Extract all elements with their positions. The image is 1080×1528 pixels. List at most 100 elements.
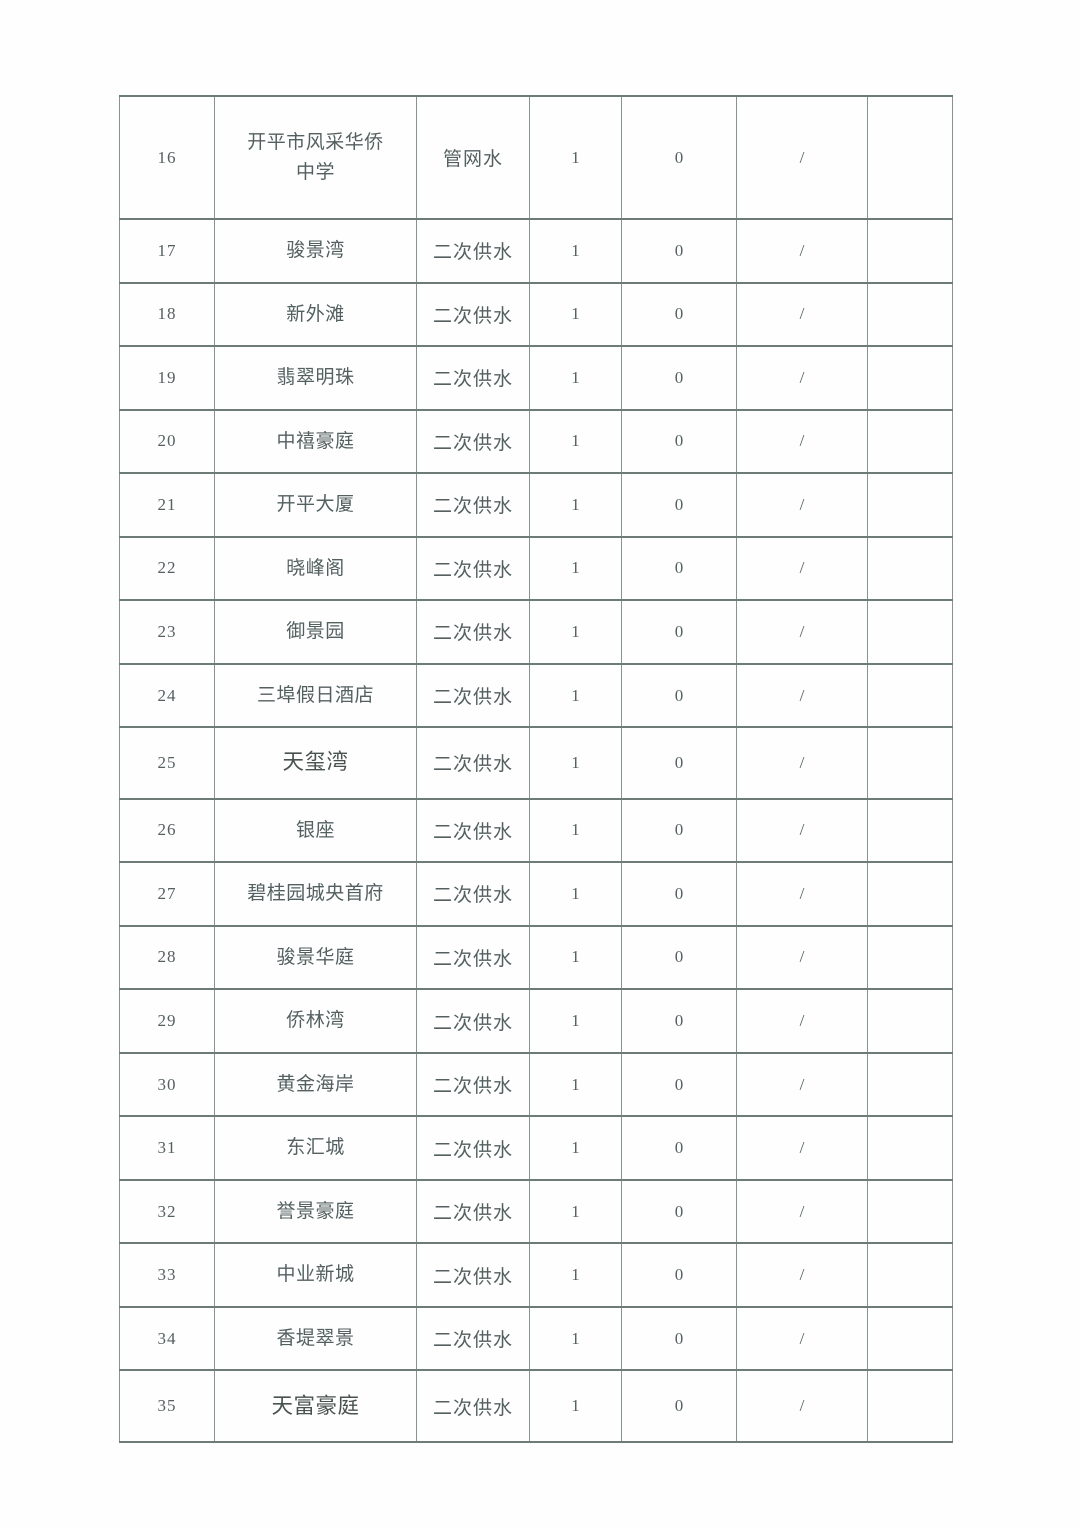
empty-cell	[867, 94, 953, 221]
site-name-cell: 开平大厦	[214, 472, 417, 538]
site-name-text: 开平市风采华侨中学	[247, 132, 384, 183]
water-type-cell: 二次供水	[416, 1242, 530, 1308]
site-name-cell: 御景园	[214, 599, 417, 665]
value-cell-1: 1	[529, 861, 622, 927]
empty-cell	[867, 662, 953, 729]
value-cell-2: 0	[621, 599, 737, 665]
site-name-text: 御景园	[286, 621, 345, 643]
site-name-cell: 中业新城	[214, 1242, 417, 1308]
site-name-text: 开平大厦	[276, 494, 355, 516]
site-name-text: 新外滩	[286, 303, 345, 325]
water-type-cell: 二次供水	[416, 924, 530, 991]
value-cell-2: 0	[621, 1115, 737, 1181]
value-cell-1: 1	[529, 1369, 622, 1443]
site-name-cell: 香堤翠景	[214, 1305, 417, 1372]
row-number-cell: 27	[119, 861, 215, 927]
row-number-cell: 23	[119, 599, 215, 665]
remark-cell: /	[736, 988, 868, 1054]
remark-cell: /	[736, 1305, 868, 1372]
site-name-text: 侨林湾	[286, 1010, 345, 1032]
site-name-cell: 开平市风采华侨中学	[214, 94, 417, 221]
row-number-cell: 26	[119, 797, 215, 864]
empty-cell	[867, 1051, 953, 1118]
empty-cell	[867, 1305, 953, 1372]
table-body: 16 开平市风采华侨中学 管网水 1 0 / 17 骏景湾 二次供水 1 0 /…	[119, 94, 953, 1443]
table-row: 22 晓峰阁 二次供水 1 0 /	[119, 535, 953, 602]
site-name-cell: 天富豪庭	[214, 1369, 417, 1443]
water-type-cell: 管网水	[416, 94, 530, 221]
value-cell-2: 0	[621, 218, 737, 284]
table-row: 35 天富豪庭 二次供水 1 0 /	[119, 1369, 953, 1443]
value-cell-2: 0	[621, 924, 737, 991]
site-name-cell: 碧桂园城央首府	[214, 861, 417, 927]
row-number-cell: 20	[119, 408, 215, 475]
value-cell-2: 0	[621, 1369, 737, 1443]
water-type-cell: 二次供水	[416, 472, 530, 538]
site-name-text: 黄金海岸	[276, 1073, 355, 1095]
empty-cell	[867, 726, 953, 800]
value-cell-1: 1	[529, 218, 622, 284]
value-cell-1: 1	[529, 345, 622, 411]
value-cell-1: 1	[529, 1305, 622, 1372]
table-row: 26 银座 二次供水 1 0 /	[119, 797, 953, 864]
water-type-cell: 二次供水	[416, 408, 530, 475]
site-name-cell: 东汇城	[214, 1115, 417, 1181]
water-sampling-table: 16 开平市风采华侨中学 管网水 1 0 / 17 骏景湾 二次供水 1 0 /…	[119, 94, 953, 1443]
value-cell-1: 1	[529, 797, 622, 864]
remark-cell: /	[736, 408, 868, 475]
table-row: 30 黄金海岸 二次供水 1 0 /	[119, 1051, 953, 1118]
value-cell-1: 1	[529, 1051, 622, 1118]
empty-cell	[867, 861, 953, 927]
table-row: 31 东汇城 二次供水 1 0 /	[119, 1115, 953, 1181]
water-type-cell: 二次供水	[416, 988, 530, 1054]
value-cell-2: 0	[621, 535, 737, 602]
water-type-cell: 二次供水	[416, 1178, 530, 1245]
row-number-cell: 21	[119, 472, 215, 538]
row-number-cell: 29	[119, 988, 215, 1054]
row-number-cell: 33	[119, 1242, 215, 1308]
value-cell-1: 1	[529, 924, 622, 991]
empty-cell	[867, 218, 953, 284]
site-name-cell: 新外滩	[214, 281, 417, 348]
row-number-cell: 31	[119, 1115, 215, 1181]
value-cell-1: 1	[529, 1178, 622, 1245]
remark-cell: /	[736, 94, 868, 221]
table-row: 33 中业新城 二次供水 1 0 /	[119, 1242, 953, 1308]
water-type-cell: 二次供水	[416, 535, 530, 602]
site-name-cell: 三埠假日酒店	[214, 662, 417, 729]
value-cell-1: 1	[529, 1242, 622, 1308]
value-cell-1: 1	[529, 94, 622, 221]
remark-cell: /	[736, 218, 868, 284]
value-cell-2: 0	[621, 408, 737, 475]
value-cell-2: 0	[621, 726, 737, 800]
empty-cell	[867, 408, 953, 475]
site-name-text: 碧桂园城央首府	[247, 883, 384, 905]
water-type-cell: 二次供水	[416, 662, 530, 729]
remark-cell: /	[736, 797, 868, 864]
remark-cell: /	[736, 662, 868, 729]
empty-cell	[867, 924, 953, 991]
water-type-cell: 二次供水	[416, 218, 530, 284]
table-row: 24 三埠假日酒店 二次供水 1 0 /	[119, 662, 953, 729]
table-row: 18 新外滩 二次供水 1 0 /	[119, 281, 953, 348]
site-name-text: 天玺湾	[282, 750, 349, 775]
value-cell-2: 0	[621, 1178, 737, 1245]
value-cell-2: 0	[621, 1305, 737, 1372]
water-type-cell: 二次供水	[416, 1115, 530, 1181]
row-number-cell: 34	[119, 1305, 215, 1372]
row-number-cell: 22	[119, 535, 215, 602]
empty-cell	[867, 1242, 953, 1308]
water-type-cell: 二次供水	[416, 281, 530, 348]
table-row: 25 天玺湾 二次供水 1 0 /	[119, 726, 953, 800]
row-number-cell: 19	[119, 345, 215, 411]
value-cell-2: 0	[621, 662, 737, 729]
empty-cell	[867, 345, 953, 411]
water-type-cell: 二次供水	[416, 797, 530, 864]
water-type-cell: 二次供水	[416, 1305, 530, 1372]
water-type-cell: 二次供水	[416, 345, 530, 411]
row-number-cell: 35	[119, 1369, 215, 1443]
row-number-cell: 30	[119, 1051, 215, 1118]
remark-cell: /	[736, 1369, 868, 1443]
site-name-text: 誉景豪庭	[276, 1200, 355, 1222]
table-row: 23 御景园 二次供水 1 0 /	[119, 599, 953, 665]
